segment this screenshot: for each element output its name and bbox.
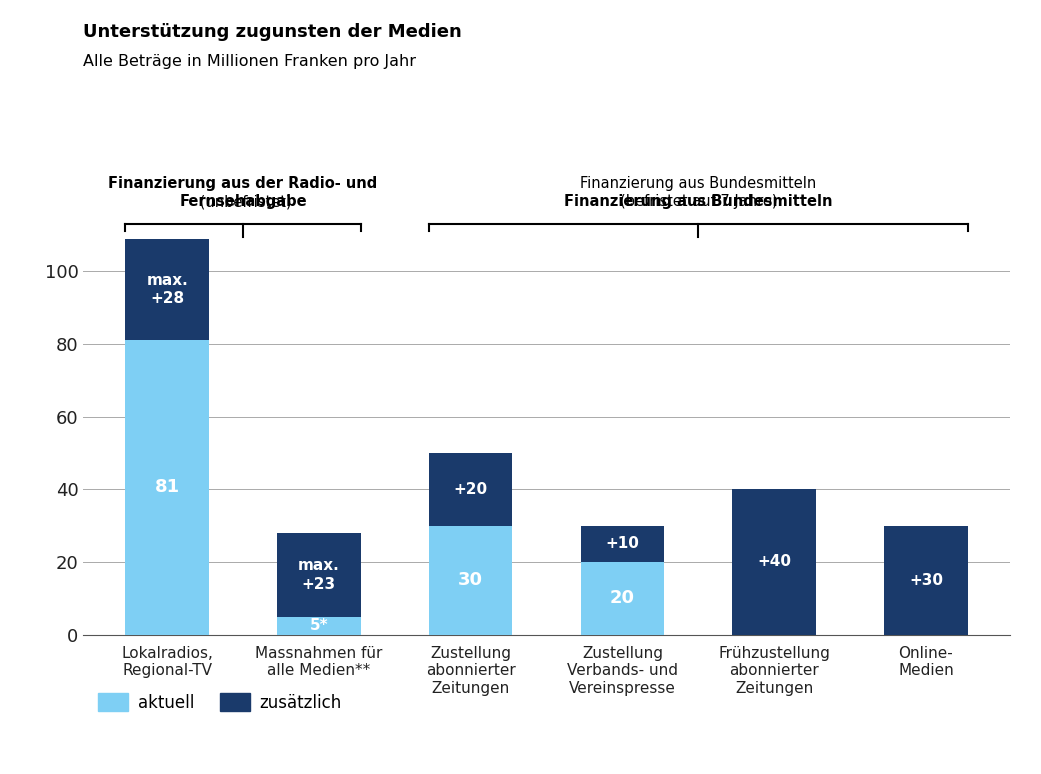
Text: 81: 81 [154, 478, 180, 496]
Text: Finanzierung aus der Radio- und
Fernsehabgabe: Finanzierung aus der Radio- und Fernseha… [108, 176, 378, 210]
Bar [277, 533, 360, 617]
Text: max.
+28: max. +28 [146, 272, 188, 307]
Text: Finanzierung aus Bundesmitteln
(befristet auf 7 Jahre): Finanzierung aus Bundesmitteln (befriste… [580, 176, 816, 210]
Bar [733, 489, 816, 635]
Text: Alle Beträge in Millionen Franken pro Jahr: Alle Beträge in Millionen Franken pro Ja… [83, 54, 416, 69]
Bar [581, 526, 664, 562]
Text: +10: +10 [606, 536, 639, 551]
Text: 20: 20 [610, 589, 635, 608]
Bar [125, 238, 209, 341]
Bar [884, 526, 968, 635]
Text: Finanzierung aus Bundesmitteln: Finanzierung aus Bundesmitteln [564, 194, 833, 210]
Bar [429, 526, 512, 635]
Bar [277, 617, 360, 635]
Bar [125, 341, 209, 635]
Text: 5*: 5* [309, 618, 328, 633]
Bar [429, 453, 512, 526]
Legend: aktuell, zusätzlich: aktuell, zusätzlich [92, 687, 349, 718]
Text: +20: +20 [454, 481, 487, 497]
Bar [581, 562, 664, 635]
Text: (unbefristet): (unbefristet) [195, 157, 291, 210]
Text: +40: +40 [757, 554, 791, 570]
Text: 30: 30 [458, 571, 483, 589]
Text: Unterstützung zugunsten der Medien: Unterstützung zugunsten der Medien [83, 23, 462, 41]
Text: max.
+23: max. +23 [298, 558, 339, 591]
Text: +30: +30 [909, 573, 943, 587]
